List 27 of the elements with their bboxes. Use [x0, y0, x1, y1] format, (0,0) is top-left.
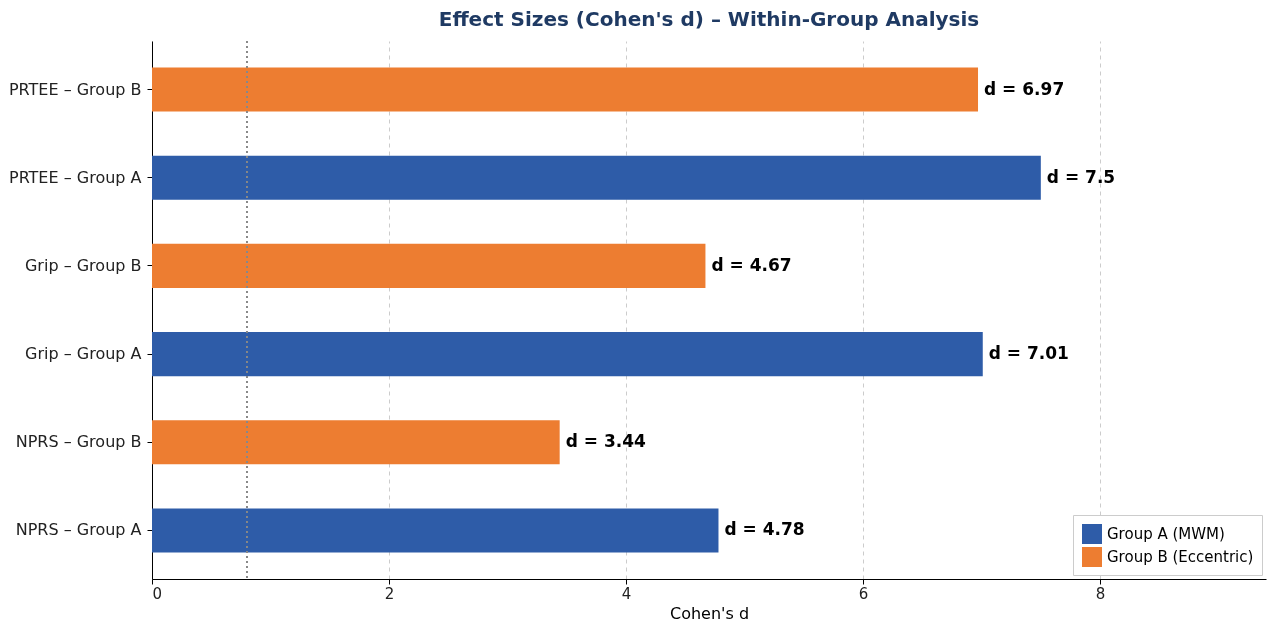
bar	[152, 243, 706, 288]
x-tick-label: 2	[384, 584, 395, 603]
legend-label: Group B (Eccentric)	[1107, 548, 1254, 566]
data-label: d = 7.5	[1046, 166, 1116, 187]
y-tick-label: PRTEE – Group B	[8, 79, 142, 99]
x-axis-title: Cohen's d	[669, 603, 750, 623]
bar	[152, 155, 1041, 200]
data-label: d = 7.01	[988, 343, 1069, 364]
bar	[152, 420, 560, 465]
y-tick-label: NPRS – Group B	[15, 432, 142, 452]
data-label: d = 6.97	[984, 78, 1065, 99]
legend-label: Group A (MWM)	[1107, 525, 1225, 543]
y-tick-label: Grip – Group B	[24, 255, 142, 275]
y-tick-label: PRTEE – Group A	[8, 167, 142, 187]
bar	[152, 508, 719, 553]
x-tick-label: 8	[1095, 584, 1106, 603]
data-label: d = 3.44	[565, 431, 647, 452]
bar	[152, 67, 979, 112]
bar	[152, 332, 983, 377]
x-tick-label: 4	[621, 584, 632, 603]
data-label: d = 4.67	[711, 254, 792, 275]
y-tick-label: Grip – Group A	[25, 344, 142, 364]
y-tick-label: NPRS – Group A	[15, 520, 142, 540]
chart-title: Effect Sizes (Cohen's d) – Within-Group Analysis	[438, 7, 980, 32]
x-tick-label: 6	[858, 584, 869, 603]
data-label: d = 4.78	[724, 519, 805, 540]
x-tick-label: 0	[152, 584, 163, 603]
